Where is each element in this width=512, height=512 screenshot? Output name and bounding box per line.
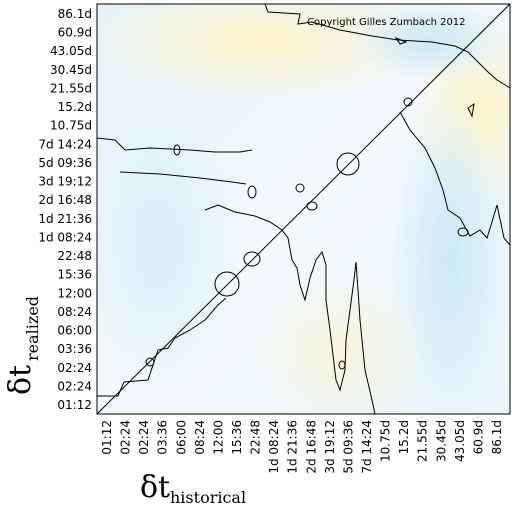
contour-left-low [204, 204, 376, 414]
x-tick-label: 2d 16:48 [304, 420, 318, 474]
contour-left-mid [119, 171, 247, 185]
y-tick-label: 86.1d [58, 7, 92, 21]
x-tick-label: 02:24 [137, 420, 151, 455]
heatmap-surface [97, 4, 510, 414]
x-tick-label: 3d 19:12 [323, 420, 337, 474]
x-tick-label: 60.9d [471, 420, 485, 454]
y-tick-label: 15.2d [58, 100, 92, 114]
y-tick-label: 1d 08:24 [38, 230, 92, 244]
y-tick-label: 06:00 [57, 324, 92, 338]
x-tick-label: 1d 21:36 [286, 420, 300, 474]
x-axis-ticks: 01:12 02:24 02:24 03:36 06:00 08:24 12:00 15:36… [100, 420, 504, 474]
y-tick-label: 01:12 [57, 398, 92, 412]
x-tick-label: 22:48 [249, 420, 263, 455]
y-tick-label: 12:00 [57, 286, 92, 300]
y-tick-label: 21.55d [50, 81, 92, 95]
copyright-text: Copyright Gilles Zumbach 2012 [307, 17, 466, 28]
x-tick-label: 30.45d [434, 420, 448, 462]
x-axis-symbol: δt [140, 470, 170, 505]
y-tick-label: 43.05d [50, 44, 92, 58]
y-tick-label: 10.75d [50, 119, 92, 133]
x-tick-label: 01:12 [100, 420, 114, 455]
y-tick-label: 3d 19:12 [38, 175, 92, 189]
x-tick-label: 03:36 [156, 420, 170, 455]
x-tick-label: 10.75d [379, 420, 393, 462]
y-tick-label: 2d 16:48 [38, 193, 92, 207]
plot-frame [96, 3, 511, 415]
x-tick-label: 08:24 [193, 420, 207, 455]
x-axis-label: δt historical [140, 470, 246, 507]
x-tick-label: 15:36 [230, 420, 244, 455]
contour-lines [97, 4, 510, 414]
x-tick-label: 02:24 [119, 420, 133, 455]
diagonal-line [96, 3, 511, 415]
x-tick-label: 15.2d [397, 420, 411, 454]
x-tick-label: 7d 14:24 [360, 420, 374, 474]
x-tick-label: 06:00 [174, 420, 188, 455]
x-tick-label: 12:00 [211, 420, 225, 455]
y-tick-label: 03:36 [57, 342, 92, 356]
y-tick-label: 15:36 [57, 268, 92, 282]
y-tick-label: 08:24 [57, 305, 92, 319]
y-axis-symbol: δt [3, 365, 38, 395]
y-tick-label: 22:48 [57, 249, 92, 263]
y-axis-ticks: 01:12 02:24 02:24 03:36 06:00 08:24 12:00 15:36… [38, 7, 92, 412]
x-tick-label: 21.55d [416, 420, 430, 462]
y-axis-label: δt realized [3, 296, 42, 395]
x-tick-label: 43.05d [453, 420, 467, 462]
y-tick-label: 7d 14:24 [38, 137, 92, 151]
y-tick-label: 02:24 [57, 379, 92, 393]
y-tick-label: 02:24 [57, 361, 92, 375]
x-tick-label: 5d 09:36 [341, 420, 355, 474]
x-tick-label: 86.1d [490, 420, 504, 454]
y-tick-label: 5d 09:36 [38, 156, 92, 170]
x-tick-label: 1d 08:24 [267, 420, 281, 474]
contour-right-band [399, 111, 510, 246]
y-tick-label: 60.9d [58, 26, 92, 40]
y-tick-label: 1d 21:36 [38, 212, 92, 226]
y-tick-label: 30.45d [50, 63, 92, 77]
contour-upper-left [264, 4, 510, 89]
y-axis-subscript: realized [23, 296, 42, 361]
contour-left-top [97, 137, 253, 153]
x-axis-subscript: historical [170, 488, 246, 507]
